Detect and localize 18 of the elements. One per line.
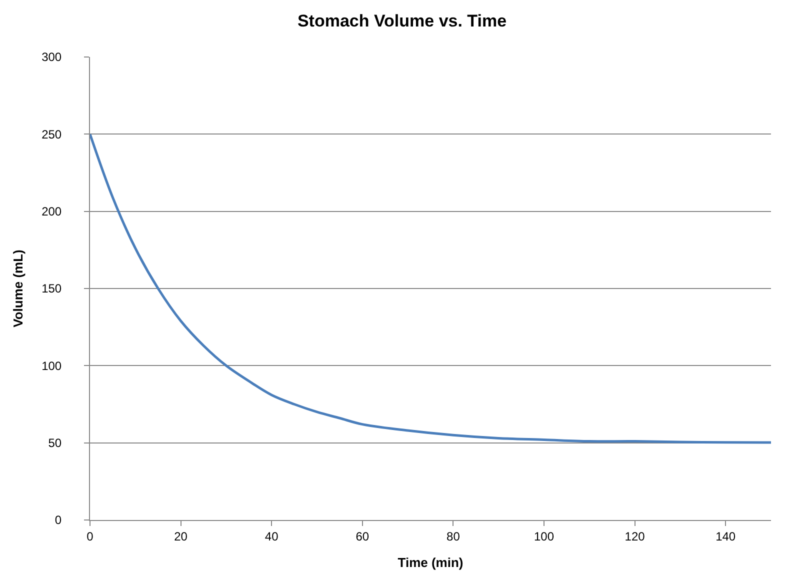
y-tick-label: 200	[42, 204, 62, 219]
x-tick-label: 20	[174, 529, 188, 544]
y-tick-label: 300	[42, 50, 62, 64]
x-tick-label: 80	[446, 529, 460, 544]
y-axis-title: Volume (mL)	[10, 250, 26, 328]
chart-title: Stomach Volume vs. Time	[297, 11, 507, 30]
y-tick-label: 50	[48, 436, 62, 450]
y-tick-label: 250	[42, 127, 62, 142]
x-tick-label: 0	[86, 529, 94, 544]
y-tick-label: 150	[42, 282, 62, 296]
x-tick-label: 100	[534, 529, 554, 544]
x-axis-title: Time (min)	[398, 555, 464, 570]
x-tick-label: 120	[624, 529, 646, 544]
y-tick-label: 100	[42, 358, 62, 373]
x-tick-label: 40	[264, 529, 279, 544]
x-tick-label: 140	[716, 529, 736, 544]
x-tick-label: 60	[356, 529, 370, 544]
y-tick-label: 0	[54, 513, 62, 528]
